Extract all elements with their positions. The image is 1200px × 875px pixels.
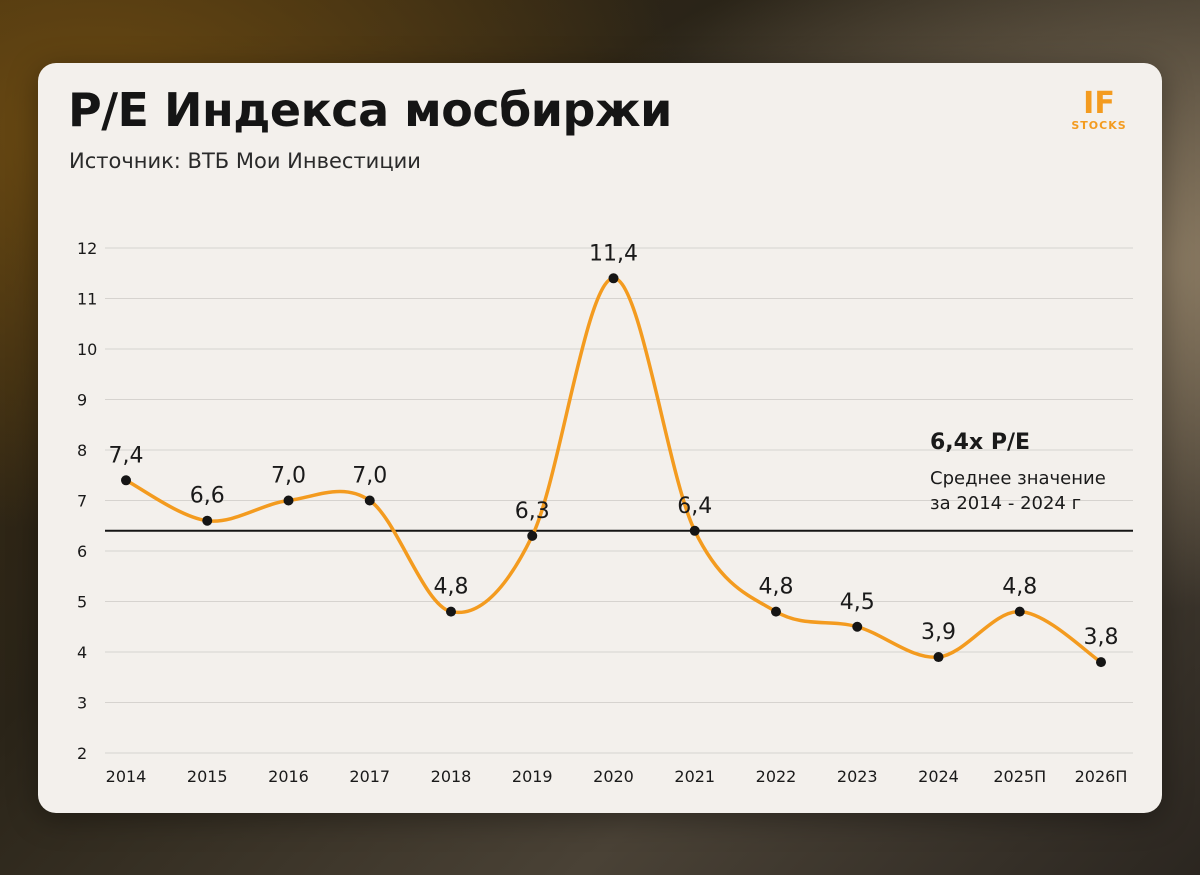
x-tick-label-2026П: 2026П — [1075, 767, 1128, 786]
logo-wordmark: STOCKS — [1071, 119, 1127, 132]
x-tick-label-2020: 2020 — [593, 767, 634, 786]
y-tick-label-6: 6 — [77, 542, 87, 561]
annotation-title: 6,4х P/E — [930, 430, 1030, 455]
x-tick-label-2023: 2023 — [837, 767, 878, 786]
annotation-line-2: за 2014 - 2024 г — [930, 493, 1081, 514]
y-tick-label-11: 11 — [77, 290, 97, 309]
x-tick-label-2017: 2017 — [349, 767, 390, 786]
page-title: P/E Индекса мосбиржи — [68, 83, 672, 137]
data-label-2025П: 4,8 — [1002, 575, 1037, 600]
y-tick-label-10: 10 — [77, 340, 97, 359]
average-annotation: 6,4х P/E Среднее значение за 2014 - 2024… — [930, 430, 1106, 514]
data-point-2016 — [283, 495, 294, 506]
data-label-2024: 3,9 — [921, 620, 956, 645]
annotation-line-1: Среднее значение — [930, 468, 1106, 489]
data-point-2025П — [1014, 606, 1025, 617]
data-label-2015: 6,6 — [190, 484, 225, 509]
data-point-2020 — [608, 273, 619, 284]
data-point-2023 — [852, 621, 863, 632]
axis-labels: 2 3 4 5 6 7 8 9 10 11 12 2014 2015 2016 2017 2018 2019 20… — [77, 239, 1127, 786]
data-label-2026П: 3,8 — [1084, 625, 1119, 650]
y-tick-label-3: 3 — [77, 694, 87, 713]
y-tick-label-5: 5 — [77, 593, 87, 612]
data-point-2015 — [202, 515, 213, 526]
x-tick-label-2024: 2024 — [918, 767, 959, 786]
y-tick-label-12: 12 — [77, 239, 97, 258]
if-stocks-logo: IF STOCKS — [1064, 89, 1134, 133]
data-label-2018: 4,8 — [434, 575, 469, 600]
data-point-2026П — [1096, 657, 1106, 668]
data-label-2017: 7,0 — [352, 464, 387, 489]
data-point-2018 — [446, 606, 456, 617]
y-tick-label-8: 8 — [77, 441, 87, 460]
data-label-2016: 7,0 — [271, 464, 306, 489]
x-tick-label-2014: 2014 — [106, 767, 147, 786]
data-labels: 7,4 6,6 7,0 7,0 4,8 6,3 11,4 6,4 4,8 4,5 3,9 4,8 3,8 — [109, 241, 1119, 650]
source-subtitle: Источник: ВТБ Мои Инвестиции — [69, 149, 421, 173]
y-tick-label-4: 4 — [77, 643, 87, 662]
grid-lines — [105, 247, 1133, 754]
data-label-2021: 6,4 — [677, 494, 712, 519]
x-tick-label-2018: 2018 — [431, 767, 472, 786]
x-tick-label-2022: 2022 — [756, 767, 797, 786]
data-point-2021 — [689, 525, 700, 536]
y-tick-label-7: 7 — [77, 492, 87, 511]
data-label-2022: 4,8 — [759, 575, 794, 600]
data-point-2024 — [933, 652, 944, 663]
x-tick-label-2025П: 2025П — [993, 767, 1046, 786]
logo-mark: IF — [1083, 86, 1115, 121]
data-point-2022 — [771, 606, 781, 617]
y-tick-label-9: 9 — [77, 391, 87, 410]
x-tick-label-2015: 2015 — [187, 767, 228, 786]
x-tick-label-2021: 2021 — [674, 767, 715, 786]
data-label-2023: 4,5 — [840, 590, 875, 615]
x-tick-label-2019: 2019 — [512, 767, 553, 786]
data-label-2014: 7,4 — [109, 443, 144, 468]
data-point-2017 — [364, 495, 375, 506]
data-label-2020: 11,4 — [589, 241, 638, 266]
data-point-2014 — [121, 475, 131, 486]
data-label-2019: 6,3 — [515, 499, 550, 524]
data-points — [121, 273, 1106, 668]
y-tick-label-2: 2 — [77, 744, 87, 763]
data-point-2019 — [527, 530, 538, 541]
chart-card: P/E Индекса мосбиржи Источник: ВТБ Мои И… — [38, 63, 1162, 813]
x-tick-label-2016: 2016 — [268, 767, 309, 786]
